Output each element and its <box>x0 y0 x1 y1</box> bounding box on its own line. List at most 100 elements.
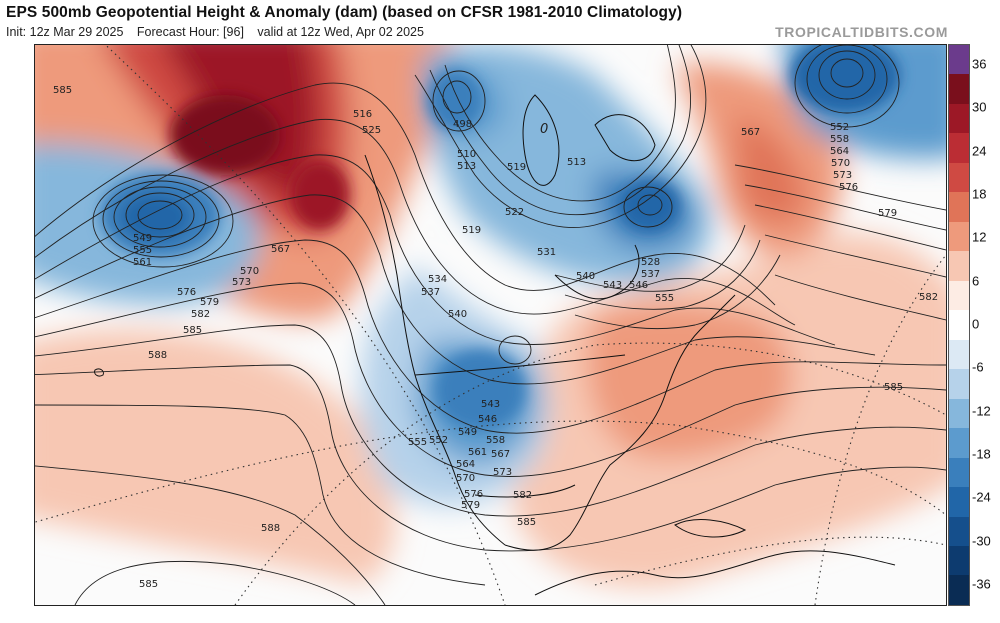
forecast-hour: Forecast Hour: [96] <box>136 25 244 39</box>
colorbar-segment <box>949 457 969 488</box>
height-anomaly-map: 585 498 516 525 510 513 519 522 0 513 51… <box>34 44 947 606</box>
height-label: 561 <box>133 257 152 268</box>
height-label: 531 <box>537 247 556 258</box>
colorbar-segment <box>949 369 969 399</box>
height-label: 537 <box>641 269 660 280</box>
anomaly-colorbar <box>948 44 970 606</box>
height-label: 564 <box>830 146 849 157</box>
height-label: 582 <box>513 490 532 501</box>
colorbar-tick-label: 18 <box>972 186 987 202</box>
height-label: 546 <box>629 280 648 291</box>
height-label: 555 <box>133 245 152 256</box>
height-label: 570 <box>831 158 850 169</box>
height-label: 510 <box>457 149 476 160</box>
height-label: 513 <box>457 161 476 172</box>
map-canvas: 585 498 516 525 510 513 519 522 0 513 51… <box>35 45 946 605</box>
height-label: 585 <box>517 517 536 528</box>
colorbar-segment <box>949 310 969 340</box>
height-label: 552 <box>830 122 849 133</box>
colorbar-tick-label: 0 <box>972 316 980 332</box>
height-label: 579 <box>200 297 219 308</box>
height-label: 567 <box>741 127 760 138</box>
height-label: 570 <box>456 473 475 484</box>
init-time: Init: 12z Mar 29 2025 <box>6 25 124 39</box>
height-label: 585 <box>884 382 903 393</box>
colorbar-labels: 36 30 24 18 12 6 0 -6 -12 -18 -24 -30 -36 <box>970 44 1000 604</box>
colorbar-tick-label: 12 <box>972 229 987 245</box>
site-watermark: TROPICALTIDBITS.COM <box>775 24 948 40</box>
height-label: 549 <box>133 233 152 244</box>
height-label: 543 <box>603 280 622 291</box>
colorbar-segment <box>949 398 969 429</box>
height-label: 573 <box>232 277 251 288</box>
colorbar-segment <box>949 192 969 222</box>
colorbar-tick-label: 6 <box>972 273 980 289</box>
height-label: 576 <box>839 182 858 193</box>
colorbar-segment <box>949 428 969 458</box>
height-label: 522 <box>505 207 524 218</box>
height-label: 564 <box>456 459 475 470</box>
graticule <box>35 45 946 605</box>
colorbar-segment <box>949 339 969 370</box>
height-label: 558 <box>830 134 849 145</box>
colorbar-segment <box>949 575 969 605</box>
anomaly-shading <box>35 45 946 587</box>
height-label: 498 <box>453 119 472 130</box>
colorbar-segment <box>949 74 969 104</box>
height-label: 525 <box>362 125 381 136</box>
height-label: 537 <box>421 287 440 298</box>
colorbar-segment <box>949 251 969 281</box>
height-label: 567 <box>271 244 290 255</box>
colorbar-tick-label: 36 <box>972 56 987 72</box>
height-label: 567 <box>491 449 510 460</box>
colorbar-tick-label: -36 <box>972 576 991 592</box>
height-labels: 585 498 516 525 510 513 519 522 0 513 51… <box>53 85 938 590</box>
height-label: 570 <box>240 266 259 277</box>
colorbar-tick-label: -18 <box>972 446 991 462</box>
coastlines <box>94 94 896 596</box>
colorbar-tick-label: -30 <box>972 533 991 549</box>
height-label: 582 <box>919 292 938 303</box>
height-label: 534 <box>428 274 447 285</box>
colorbar-segment <box>949 133 969 163</box>
height-label: 549 <box>458 427 477 438</box>
height-label: 558 <box>486 435 505 446</box>
height-label: 0 <box>540 122 548 137</box>
height-label: 519 <box>507 162 526 173</box>
height-label: 543 <box>481 399 500 410</box>
map-title: EPS 500mb Geopotential Height & Anomaly … <box>6 4 683 21</box>
height-label: 552 <box>429 435 448 446</box>
colorbar-tick-label: -24 <box>972 489 991 505</box>
height-label: 546 <box>478 414 497 425</box>
colorbar-tick-label: -12 <box>972 403 991 419</box>
colorbar-segment <box>949 487 969 517</box>
height-label: 513 <box>567 157 586 168</box>
height-label: 585 <box>183 325 202 336</box>
height-label: 516 <box>353 109 372 120</box>
height-label: 573 <box>833 170 852 181</box>
colorbar-tick-label: -6 <box>972 359 984 375</box>
valid-time: valid at 12z Wed, Apr 02 2025 <box>257 25 424 39</box>
height-label: 585 <box>139 579 158 590</box>
colorbar-segment <box>949 103 969 134</box>
colorbar-segment <box>949 545 969 576</box>
colorbar-segment <box>949 516 969 546</box>
height-label: 561 <box>468 447 487 458</box>
colorbar-tick-label: 30 <box>972 99 987 115</box>
height-label: 555 <box>408 437 427 448</box>
height-label: 588 <box>148 350 167 361</box>
height-label: 540 <box>576 271 595 282</box>
height-label: 588 <box>261 523 280 534</box>
height-label: 576 <box>177 287 196 298</box>
colorbar-tick-label: 24 <box>972 143 987 159</box>
height-label: 585 <box>53 85 72 96</box>
height-contours <box>35 45 946 605</box>
height-label: 579 <box>461 500 480 511</box>
height-label: 528 <box>641 257 660 268</box>
height-label: 582 <box>191 309 210 320</box>
colorbar-segment <box>949 221 969 252</box>
height-label: 540 <box>448 309 467 320</box>
colorbar-segment <box>949 280 969 311</box>
colorbar-segment <box>949 162 969 193</box>
height-label: 579 <box>878 208 897 219</box>
